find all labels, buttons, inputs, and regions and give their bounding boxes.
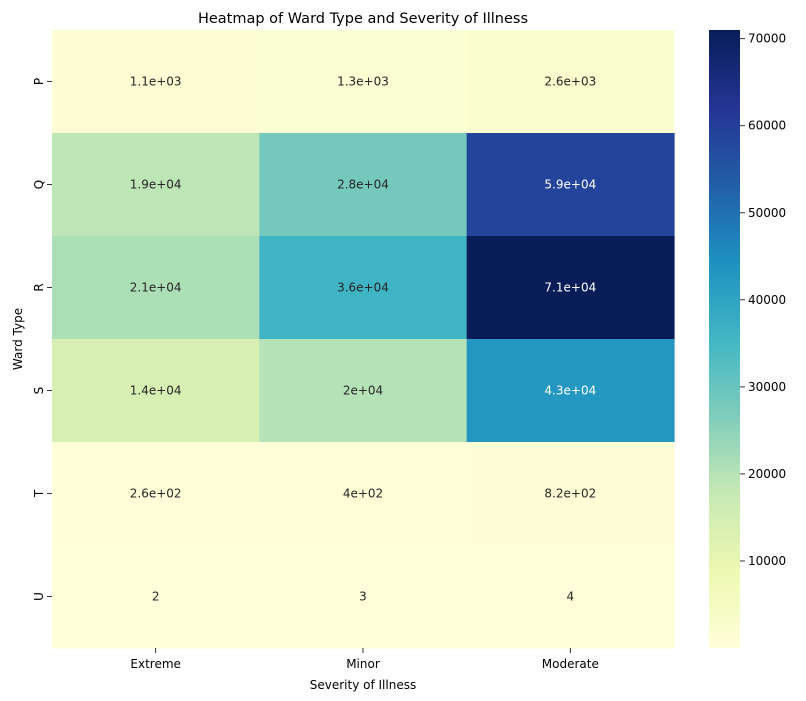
heatmap-cell-T-moderate — [466, 442, 675, 546]
cell-annotation: 4.3e+04 — [544, 384, 596, 398]
chart-title: Heatmap of Ward Type and Severity of Ill… — [198, 11, 528, 27]
heatmap-cell-Q-minor — [259, 133, 468, 237]
heatmap-cell-U-minor — [259, 545, 468, 649]
y-tick-label: T — [32, 489, 46, 498]
cell-annotation: 2.1e+04 — [130, 281, 182, 295]
cell-annotation: 8.2e+02 — [544, 487, 596, 501]
heatmap-cells — [52, 30, 675, 649]
heatmap-cell-T-extreme — [52, 442, 260, 546]
colorbar-tick-label: 10000 — [748, 554, 786, 568]
heatmap-cell-R-extreme — [52, 236, 260, 340]
cell-annotation: 1.4e+04 — [130, 384, 182, 398]
heatmap-cell-P-moderate — [466, 30, 675, 134]
cell-annotation: 4e+02 — [343, 487, 383, 501]
cell-annotation: 1.9e+04 — [130, 178, 182, 192]
colorbar — [709, 30, 740, 648]
x-axis: Extreme Minor Moderate — [130, 648, 599, 671]
y-tick-label: R — [32, 283, 46, 291]
heatmap-cell-T-minor — [259, 442, 468, 546]
heatmap-cell-P-minor — [259, 30, 468, 134]
x-tick-label: Minor — [346, 657, 380, 671]
heatmap-cell-R-moderate — [466, 236, 675, 340]
x-tick-label: Extreme — [130, 657, 181, 671]
heatmap-cell-Q-extreme — [52, 133, 260, 237]
x-axis-label: Severity of Illness — [310, 678, 416, 692]
colorbar-tick-label: 50000 — [748, 206, 786, 220]
cell-annotation: 3.6e+04 — [337, 281, 389, 295]
cell-annotation: 2.6e+02 — [130, 487, 182, 501]
heatmap-cell-Q-moderate — [466, 133, 675, 237]
cell-annotation: 5.9e+04 — [544, 178, 596, 192]
y-tick-label: Q — [32, 180, 46, 189]
colorbar-tick-label: 30000 — [748, 380, 786, 394]
heatmap-cell-P-extreme — [52, 30, 260, 134]
cell-annotation: 2 — [152, 590, 160, 604]
colorbar-tick-label: 40000 — [748, 293, 786, 307]
heatmap-cell-S-minor — [259, 339, 468, 443]
x-tick-label: Moderate — [542, 657, 599, 671]
colorbar-tick-label: 20000 — [748, 467, 786, 481]
cell-annotation: 3 — [359, 590, 367, 604]
cell-annotation: 4 — [567, 590, 575, 604]
colorbar-tick-label: 70000 — [748, 32, 786, 46]
cell-annotation: 2.8e+04 — [337, 178, 389, 192]
heatmap-cell-S-extreme — [52, 339, 260, 443]
y-tick-label: U — [32, 592, 46, 601]
y-tick-label: P — [32, 78, 46, 85]
y-tick-label: S — [32, 387, 46, 395]
cell-annotation: 1.1e+03 — [130, 75, 182, 89]
cell-annotation: 1.3e+03 — [337, 75, 389, 89]
y-axis: P Q R S T U — [32, 78, 52, 601]
cell-annotation: 2.6e+03 — [544, 75, 596, 89]
colorbar-tick-label: 60000 — [748, 119, 786, 133]
heatmap-cell-U-moderate — [466, 545, 675, 649]
colorbar-ticks: 10000 20000 30000 40000 50000 60000 70000 — [740, 32, 786, 568]
cell-annotation: 2e+04 — [343, 384, 383, 398]
heatmap-cell-labels: 1.1e+03 1.3e+03 2.6e+03 1.9e+04 2.8e+04 5.9e+… — [130, 75, 596, 604]
y-axis-label: Ward Type — [11, 308, 25, 370]
heatmap-cell-S-moderate — [466, 339, 675, 443]
cell-annotation: 7.1e+04 — [544, 281, 596, 295]
heatmap-cell-R-minor — [259, 236, 468, 340]
heatmap-cell-U-extreme — [52, 545, 260, 649]
